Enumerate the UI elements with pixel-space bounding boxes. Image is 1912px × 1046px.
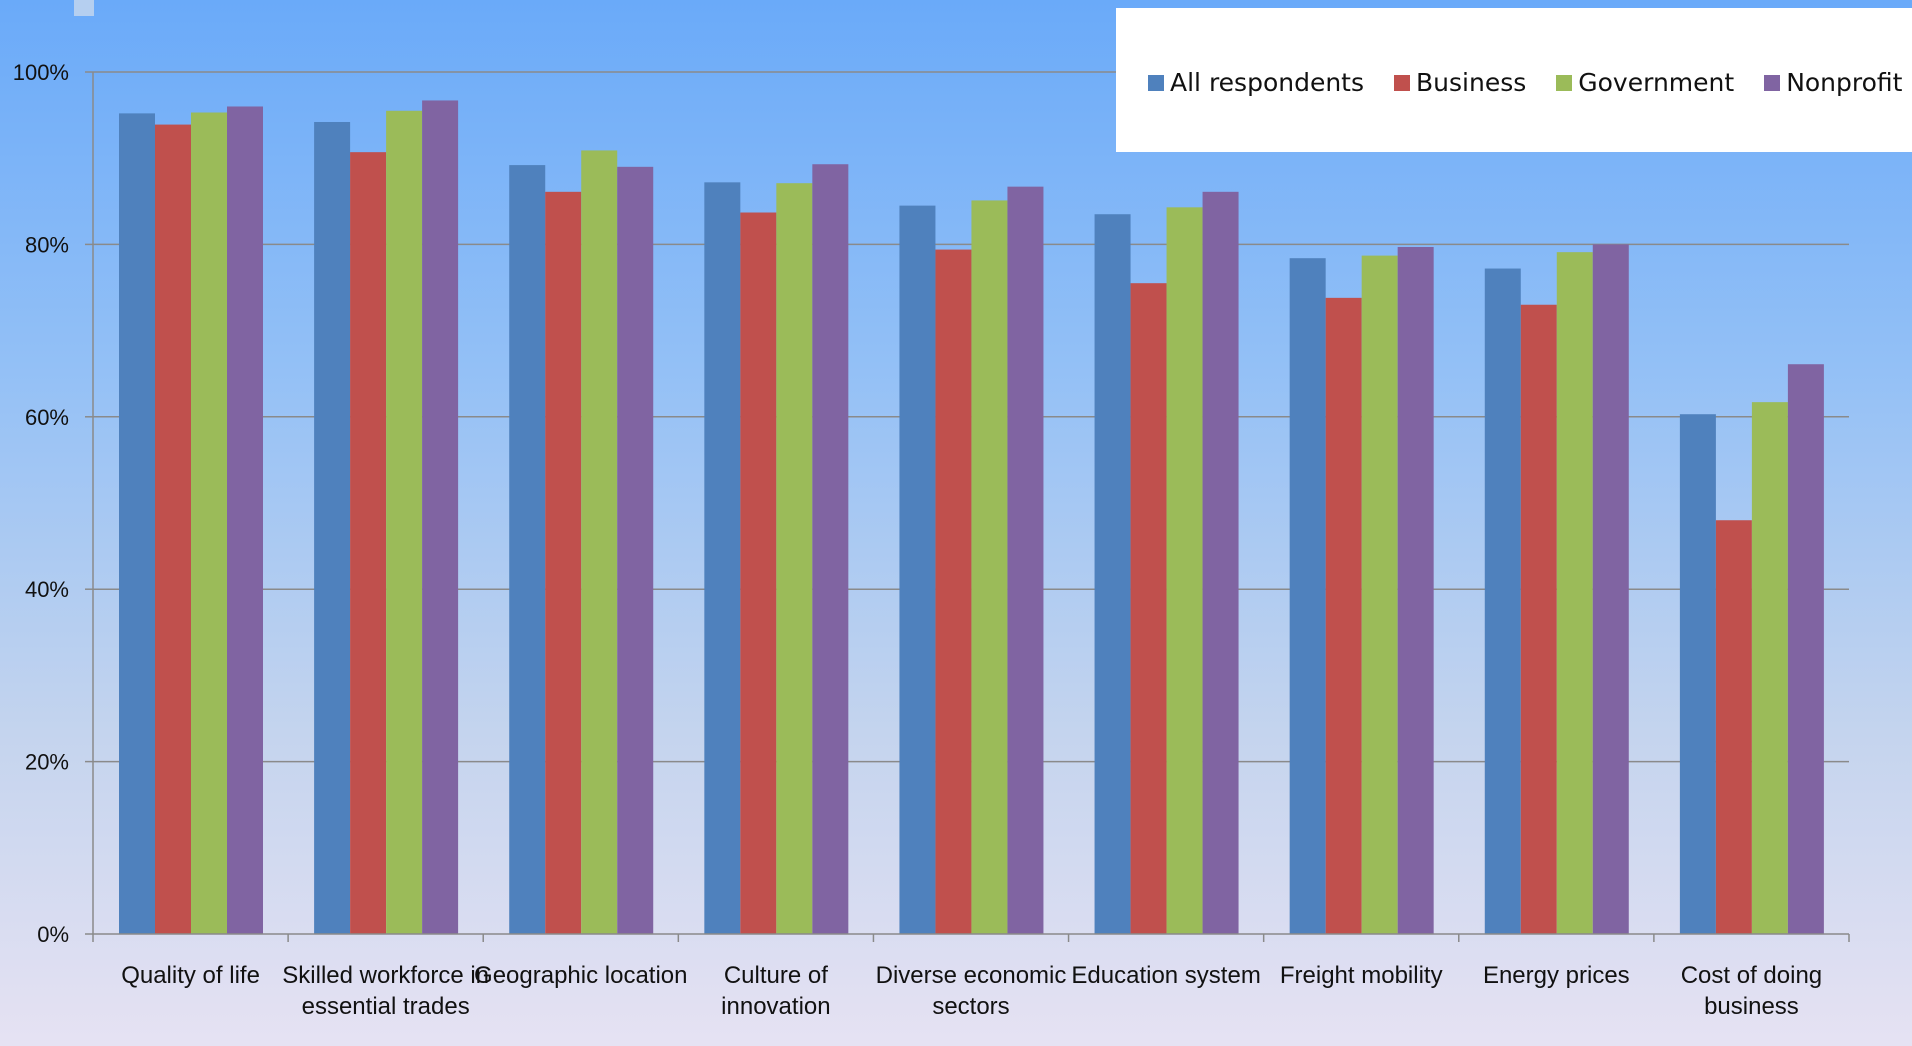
x-tick-label: Geographic location [474, 962, 687, 989]
y-tick-label: 60% [25, 405, 69, 430]
bar-business [1520, 304, 1557, 934]
legend-swatch [1556, 74, 1573, 91]
x-tick-label: Diverse economic [876, 962, 1067, 989]
bar-nonprofit [812, 164, 849, 934]
legend-label: Business [1416, 68, 1527, 97]
bar-all-respondents [1484, 268, 1521, 934]
bar-all-respondents [1094, 214, 1131, 935]
legend-swatch [1764, 74, 1781, 91]
bar-government [1361, 255, 1398, 934]
axes [85, 71, 1850, 942]
y-tick-label: 20% [25, 750, 69, 775]
legend: All respondents Business Government Nonprof… [1116, 8, 1912, 152]
bar-government [191, 112, 227, 935]
x-axis-labels: Quality of life Skilled workforce in essen… [121, 962, 1822, 1020]
bar-all-respondents [899, 205, 936, 935]
legend-item: Business [1394, 68, 1526, 97]
bar-business [1325, 297, 1362, 934]
bar-government [1556, 252, 1593, 934]
y-tick-label: 80% [25, 232, 69, 257]
legend-label: All respondents [1170, 68, 1365, 97]
x-tick-label: Freight mobility [1280, 962, 1443, 989]
bar-all-respondents [509, 165, 546, 934]
x-tick-label: sectors [932, 993, 1009, 1020]
bar-all-respondents [704, 182, 741, 934]
x-tick-label: innovation [721, 993, 830, 1020]
legend-label: Nonprofit [1786, 68, 1903, 97]
bar-nonprofit [617, 166, 654, 934]
bar-business [740, 212, 777, 935]
x-tick-label: Energy prices [1483, 962, 1630, 989]
y-axis-labels: 0% 20% 40% 60% 80% 100% [13, 60, 69, 947]
bar-nonprofit [1007, 186, 1044, 934]
x-tick-label: Culture of [724, 962, 828, 989]
bar-all-respondents [314, 121, 351, 935]
bar-all-respondents [1289, 258, 1326, 934]
x-tick-label: Quality of life [121, 962, 260, 989]
legend-swatch [1148, 74, 1164, 91]
bar-business [545, 191, 582, 934]
bar-nonprofit [1202, 191, 1239, 934]
bar-business [1130, 283, 1167, 934]
bar-government [776, 183, 813, 934]
bar-government [1751, 402, 1788, 934]
x-tick-label: Education system [1071, 962, 1260, 989]
legend-item: Government [1556, 68, 1734, 97]
bar-all-respondents [1679, 414, 1716, 934]
bar-business [935, 249, 972, 934]
bar-nonprofit [1592, 244, 1629, 934]
bar-nonprofit [227, 106, 263, 935]
x-tick-label: business [1704, 993, 1799, 1020]
y-tick-label: 40% [25, 577, 69, 602]
bar-business [1715, 520, 1752, 934]
legend-item: Nonprofit [1764, 68, 1902, 97]
y-tick-label: 0% [37, 922, 69, 947]
corner-mark [74, 0, 94, 16]
y-tick-label: 100% [13, 60, 69, 85]
bar-nonprofit [422, 100, 459, 935]
bar-government [581, 150, 618, 934]
legend-label: Government [1578, 68, 1735, 97]
bar-business [155, 124, 191, 934]
bar-all-respondents [119, 113, 155, 935]
bar-nonprofit [1787, 364, 1824, 934]
x-tick-label: Cost of doing [1681, 962, 1822, 989]
x-tick-label: Skilled workforce in [282, 962, 489, 989]
x-tick-label: essential trades [302, 993, 470, 1020]
legend-item: All respondents [1148, 68, 1364, 97]
bar-government [971, 200, 1008, 935]
bar-business [350, 152, 387, 934]
bars [119, 100, 1824, 935]
legend-swatch [1394, 74, 1411, 91]
bar-government [386, 110, 423, 935]
bar-nonprofit [1397, 246, 1434, 935]
bar-government [1166, 207, 1203, 935]
